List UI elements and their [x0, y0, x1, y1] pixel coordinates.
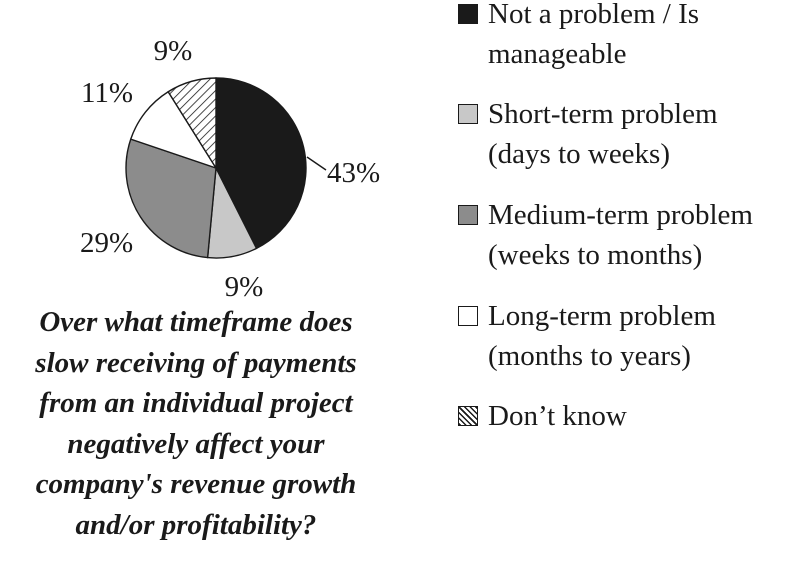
slice-percent-label: 11% — [81, 77, 133, 109]
legend-swatch — [458, 205, 478, 225]
legend-label-line: Medium-term problem — [488, 199, 753, 231]
legend-swatch — [458, 104, 478, 124]
legend-label: Not a problem / Is manageable — [488, 0, 699, 74]
caption-line: company's revenue growth — [35, 468, 357, 501]
legend-label: Long-term problem (months to years) — [488, 296, 716, 376]
legend-label-line: Don’t know — [488, 400, 627, 432]
legend-swatch — [458, 406, 478, 426]
caption-line: from an individual project — [39, 387, 353, 420]
slice-percent-label: 29% — [80, 227, 133, 259]
question-caption: Over what timeframe does slow receiving … — [0, 302, 392, 546]
legend-label: Short-term problem (days to weeks) — [488, 94, 718, 174]
caption-line: and/or profitability? — [75, 508, 317, 541]
legend-label-line: (days to weeks) — [488, 138, 671, 170]
slice-percent-label: 9% — [225, 271, 264, 303]
legend-label-line: manageable — [488, 38, 627, 70]
legend-swatch — [458, 4, 478, 24]
caption-line: negatively affect your — [67, 427, 325, 460]
legend-swatch — [458, 306, 478, 326]
caption-line: Over what timeframe does — [39, 306, 353, 338]
legend-label-line: Short-term problem — [488, 98, 718, 130]
pie-slice — [215, 77, 307, 250]
legend-label: Medium-term problem (weeks to months) — [488, 195, 753, 275]
pie-slice — [167, 77, 217, 169]
legend-label-line: Long-term problem — [488, 300, 716, 332]
legend-label: Don’t know — [488, 396, 627, 436]
slice-percent-label: 9% — [154, 35, 193, 67]
legend-label-line: (weeks to months) — [488, 239, 703, 271]
legend-label-line: (months to years) — [488, 340, 691, 372]
pie-slice — [125, 138, 217, 259]
leader-line — [306, 156, 327, 171]
slice-percent-label: 43% — [327, 157, 380, 189]
legend-label-line: Not a problem / Is — [488, 0, 700, 30]
caption-line: slow receiving of payments — [35, 346, 357, 379]
